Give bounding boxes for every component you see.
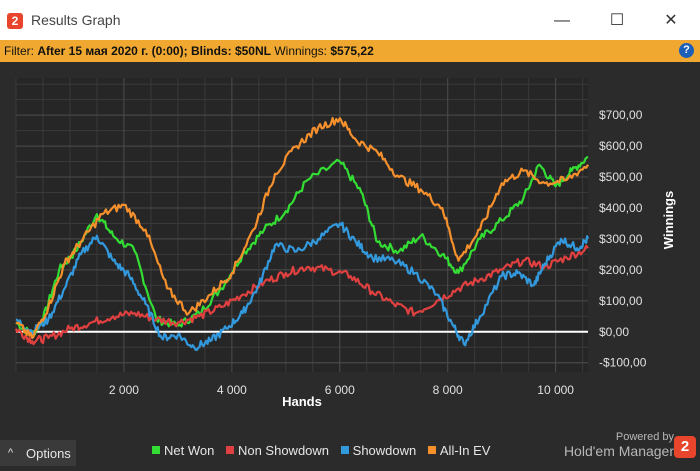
options-button[interactable]: ^ Options: [0, 440, 76, 466]
y-tick-label: -$100,00: [599, 356, 647, 370]
y-tick-label: $100,00: [599, 294, 643, 308]
filter-bar: Filter: After 15 мая 2020 г. (0:00); Bli…: [0, 40, 700, 62]
x-axis-label: Hands: [282, 394, 322, 409]
y-axis: -$100,00 $0,00 $100,00 $200,00 $300,00 $400,0…: [599, 108, 647, 370]
x-tick-label: 2 000: [109, 383, 139, 397]
legend-item-non-showdown[interactable]: Non Showdown: [225, 443, 330, 458]
y-tick-label: $200,00: [599, 263, 643, 277]
brand: Powered by Hold'em Manager: [564, 431, 674, 459]
legend-label: Net Won: [164, 443, 215, 458]
legend-swatch: [225, 446, 234, 454]
y-tick-label: $300,00: [599, 232, 643, 246]
powered-by-text: Powered by: [615, 431, 674, 443]
maximize-button[interactable]: ☐: [609, 12, 625, 29]
plot-area: [16, 78, 588, 372]
title-bar: 2 Results Graph — ☐ ✕: [0, 0, 700, 40]
app-logo-icon: 2: [7, 13, 23, 29]
legend-label: All-In EV: [439, 443, 491, 458]
legend-item-all-in-ev[interactable]: All-In EV: [427, 443, 491, 458]
y-tick-label: $600,00: [599, 139, 643, 153]
x-tick-label: 4 000: [217, 383, 247, 397]
x-tick-label: 10 000: [537, 383, 574, 397]
brand-logo-icon: 2: [674, 436, 696, 458]
series-line-non-showdown: [14, 244, 589, 346]
minimize-button[interactable]: —: [554, 12, 570, 29]
chart-svg: 2 000 4 000 6 000 8 000 10 000 -$100,00 $0,00…: [14, 78, 676, 409]
filter-prefix: Filter:: [4, 44, 34, 58]
legend-label: Non Showdown: [237, 443, 330, 458]
chevron-up-icon: ^: [8, 447, 14, 459]
legend-item-net-won[interactable]: Net Won: [152, 443, 214, 458]
y-axis-label: Winnings: [661, 191, 676, 249]
x-axis: 2 000 4 000 6 000 8 000 10 000: [109, 383, 574, 397]
filter-date: After 15 мая 2020 г. (0:00);: [37, 44, 188, 58]
x-tick-label: 8 000: [433, 383, 463, 397]
legend-swatch: [427, 446, 436, 454]
y-tick-label: $400,00: [599, 201, 643, 215]
filter-winnings-label: Winnings:: [274, 44, 328, 58]
legend-swatch: [152, 446, 160, 454]
filter-winnings: $575,22: [330, 44, 374, 58]
series-line-all-in-ev: [15, 116, 589, 340]
close-button[interactable]: ✕: [664, 12, 678, 29]
y-tick-label: $500,00: [599, 170, 643, 184]
filter-blinds: $50NL: [234, 44, 271, 58]
series-line-showdown: [15, 221, 590, 352]
results-chart: 2 000 4 000 6 000 8 000 10 000 -$100,00 $0,00…: [0, 62, 700, 466]
window-title: Results Graph: [31, 12, 121, 28]
help-icon[interactable]: ?: [679, 43, 694, 58]
chart-legend: Net Won Non Showdown Showdown All-In EV: [152, 443, 498, 459]
x-tick-label: 6 000: [325, 383, 355, 397]
filter-blinds-label: Blinds:: [190, 44, 232, 58]
y-tick-label: $700,00: [599, 108, 643, 122]
y-tick-label: $0,00: [599, 325, 629, 339]
legend-label: Showdown: [352, 443, 417, 458]
brand-name: Hold'em Manager: [563, 443, 674, 459]
options-label: Options: [26, 446, 71, 461]
legend-item-showdown[interactable]: Showdown: [340, 443, 417, 458]
legend-swatch: [340, 446, 349, 454]
series-lines: [14, 116, 590, 352]
